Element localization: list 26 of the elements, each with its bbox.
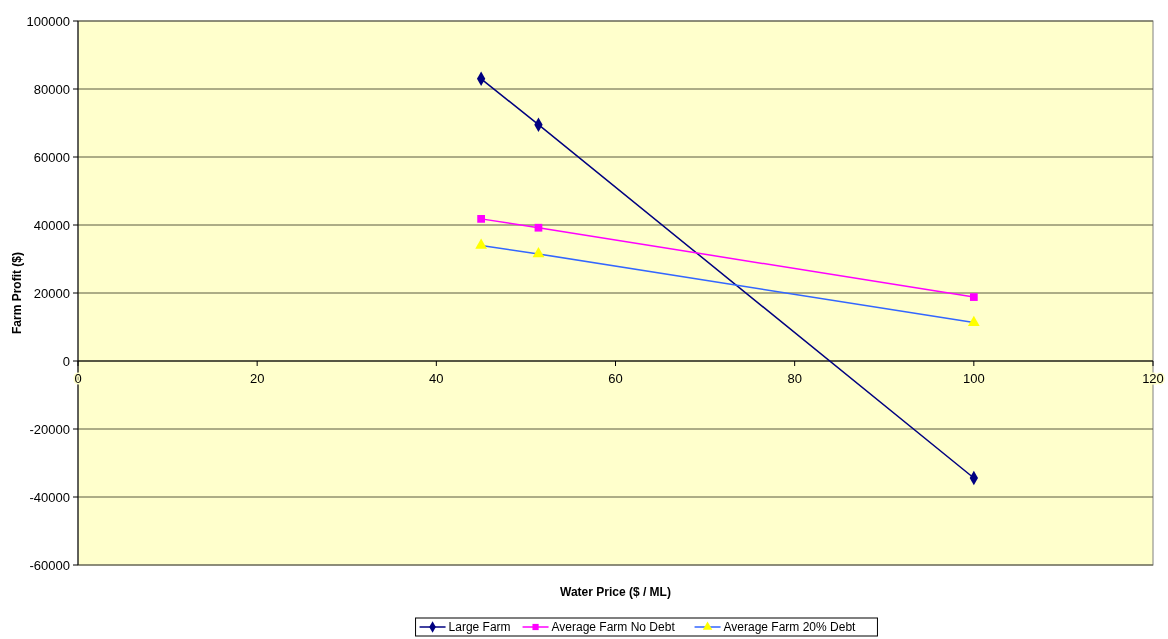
x-tick-label: 40 <box>429 371 444 386</box>
y-tick-label: 40000 <box>33 217 70 233</box>
x-tick-label: 20 <box>249 371 265 386</box>
point <box>967 315 980 326</box>
point <box>969 293 978 301</box>
legend-label: Average Farm 20% Debt <box>723 620 857 634</box>
legend-label: Average Farm No Debt <box>551 620 676 634</box>
y-tick-label: -20000 <box>29 421 70 437</box>
y-tick-label: -60000 <box>29 557 70 573</box>
y-axis-title: Farm Profit ($) <box>10 251 24 335</box>
point <box>475 238 488 249</box>
x-tick-label: 100 <box>962 371 985 386</box>
y-tick-label: 80000 <box>33 81 70 97</box>
y-tick-label: 0 <box>62 353 70 369</box>
point <box>477 215 485 223</box>
legend-label: Large Farm <box>448 620 511 634</box>
x-axis-title: Water Price ($ / ML) <box>560 585 671 599</box>
y-tick-label: 60000 <box>33 149 70 165</box>
x-tick-label: 80 <box>787 371 802 386</box>
y-tick-label: 100000 <box>26 13 70 29</box>
point <box>532 247 545 258</box>
point <box>534 223 543 232</box>
x-tick-label: 120 <box>1142 371 1164 386</box>
x-tick-label: 60 <box>608 371 623 386</box>
y-tick-label: -40000 <box>29 489 70 505</box>
y-tick-label: 20000 <box>33 285 70 301</box>
